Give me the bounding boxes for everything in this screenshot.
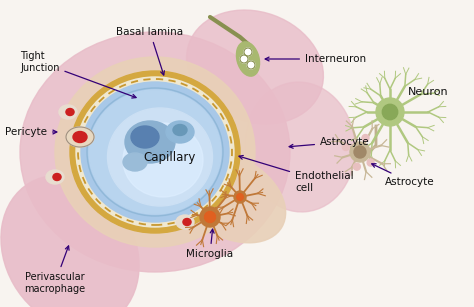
Ellipse shape [237, 42, 260, 76]
Circle shape [204, 212, 216, 223]
Circle shape [353, 163, 360, 170]
Text: Perivascular
macrophage: Perivascular macrophage [25, 246, 86, 293]
Circle shape [244, 48, 252, 56]
Ellipse shape [76, 77, 234, 227]
Text: Tight
Junction: Tight Junction [20, 51, 136, 98]
Ellipse shape [66, 127, 94, 147]
Circle shape [383, 104, 398, 120]
Ellipse shape [89, 90, 221, 214]
Text: Astrocyte: Astrocyte [289, 137, 370, 148]
Ellipse shape [166, 121, 194, 143]
Circle shape [362, 134, 369, 142]
Text: Interneuron: Interneuron [265, 54, 366, 64]
Ellipse shape [174, 151, 286, 243]
Text: Capillary: Capillary [144, 150, 196, 164]
Text: Microglia: Microglia [186, 229, 234, 259]
Circle shape [247, 61, 255, 69]
Text: Neuron: Neuron [408, 87, 448, 97]
Ellipse shape [20, 32, 290, 272]
Circle shape [376, 98, 404, 126]
Ellipse shape [187, 10, 323, 124]
Ellipse shape [108, 108, 212, 206]
Circle shape [354, 146, 366, 158]
Ellipse shape [59, 105, 77, 119]
Ellipse shape [245, 82, 355, 212]
Ellipse shape [70, 71, 240, 233]
Circle shape [234, 191, 246, 203]
Ellipse shape [46, 170, 64, 184]
Text: Astrocyte: Astrocyte [372, 164, 435, 187]
Circle shape [367, 159, 374, 166]
Text: Basal lamina: Basal lamina [117, 27, 183, 75]
Ellipse shape [53, 173, 61, 181]
Ellipse shape [73, 131, 87, 142]
Ellipse shape [66, 108, 74, 115]
Circle shape [200, 207, 220, 227]
Text: Endothelial
cell: Endothelial cell [239, 155, 354, 193]
Ellipse shape [55, 57, 255, 247]
Ellipse shape [123, 153, 147, 171]
Text: Pericyte: Pericyte [5, 127, 57, 137]
Ellipse shape [176, 215, 194, 229]
Ellipse shape [125, 121, 175, 163]
Circle shape [237, 194, 243, 200]
Ellipse shape [131, 126, 159, 148]
Ellipse shape [173, 125, 187, 135]
Ellipse shape [123, 123, 203, 197]
Circle shape [350, 142, 370, 162]
Circle shape [342, 143, 349, 150]
Ellipse shape [1, 176, 139, 307]
Circle shape [240, 55, 248, 63]
Ellipse shape [183, 219, 191, 226]
Ellipse shape [81, 82, 229, 222]
